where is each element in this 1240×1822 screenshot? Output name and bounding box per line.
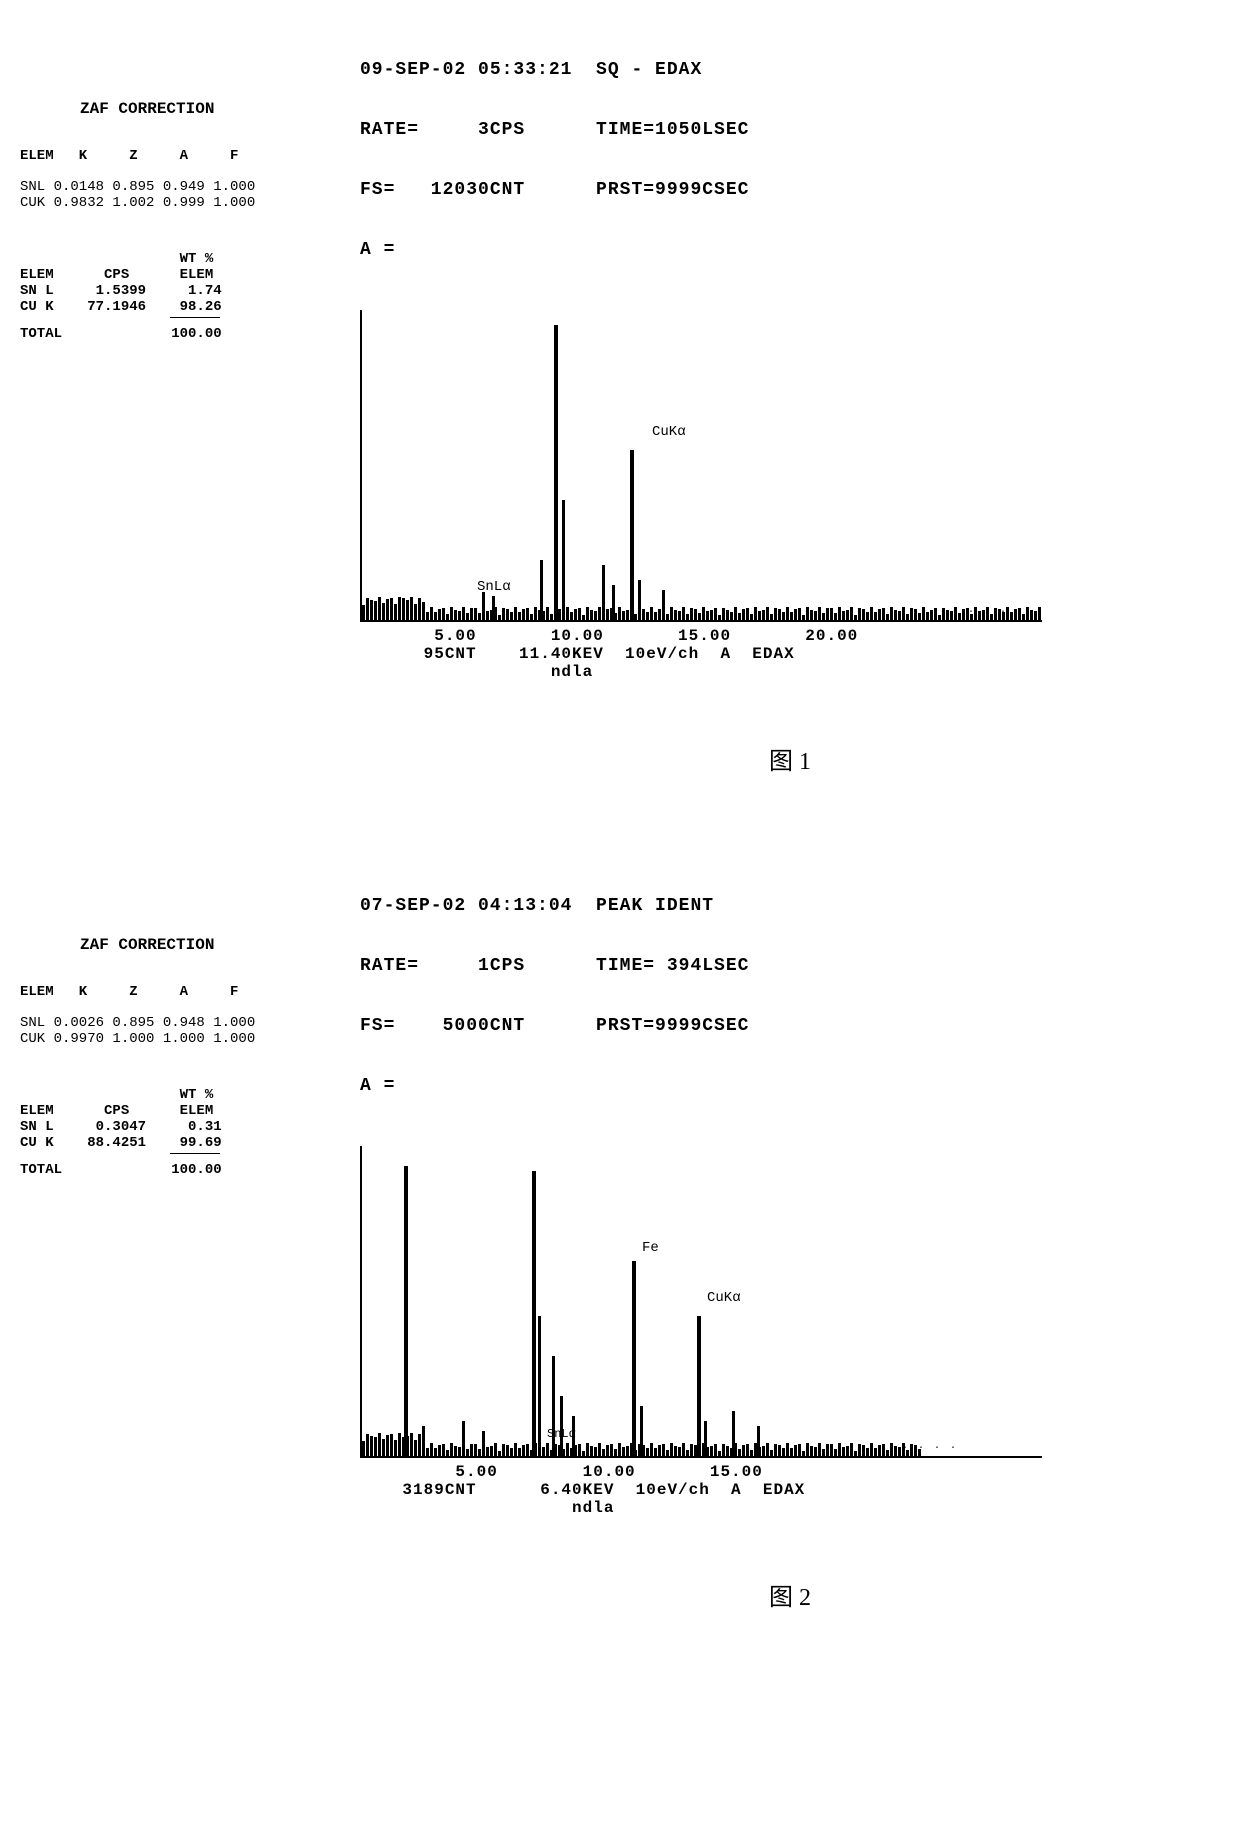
cps-header-1: WT % — [20, 1087, 320, 1103]
cps-row-cuk: CU K 77.1946 98.26 — [20, 299, 320, 315]
figure-2: ZAF CORRECTION ELEM K Z A F SNL 0.0026 0… — [20, 856, 1240, 1517]
figure-1: ZAF CORRECTION ELEM K Z A F SNL 0.0148 0… — [20, 20, 1240, 681]
spectrum-plot: CuKα SnLα · · · · · — [360, 310, 1042, 622]
zaf-row-snl: SNL 0.0148 0.895 0.949 1.000 — [20, 179, 320, 195]
fig1-left-panel: ZAF CORRECTION ELEM K Z A F SNL 0.0148 0… — [20, 20, 360, 342]
zaf-title: ZAF CORRECTION — [20, 100, 320, 118]
cps-total: TOTAL 100.00 — [20, 1162, 320, 1178]
zaf-title: ZAF CORRECTION — [20, 936, 320, 954]
zaf-header: ELEM K Z A F — [20, 148, 320, 164]
header-line-3: FS= 5000CNT PRST=9999CSEC — [360, 1016, 1240, 1036]
header-line-1: 09-SEP-02 05:33:21 SQ - EDAX — [360, 60, 1240, 80]
zaf-row-snl: SNL 0.0026 0.895 0.948 1.000 — [20, 1015, 320, 1031]
axis-sub: ndla — [360, 663, 1240, 681]
cps-row-snl: SN L 1.5399 1.74 — [20, 283, 320, 299]
header-line-2: RATE= 3CPS TIME=1050LSEC — [360, 120, 1240, 140]
header-line-1: 07-SEP-02 04:13:04 PEAK IDENT — [360, 896, 1240, 916]
header-line-4: A = — [360, 1076, 1240, 1096]
cuka-label: CuKα — [652, 424, 686, 440]
axis-info: 3189CNT 6.40KEV 10eV/ch A EDAX — [360, 1481, 1240, 1499]
fig2-right-panel: 07-SEP-02 04:13:04 PEAK IDENT RATE= 1CPS… — [360, 856, 1240, 1517]
zaf-header: ELEM K Z A F — [20, 984, 320, 1000]
spectrum-header: 07-SEP-02 04:13:04 PEAK IDENT RATE= 1CPS… — [360, 856, 1240, 1136]
figure-1-caption: 图 1 — [20, 741, 1240, 776]
zaf-row-cuk: CUK 0.9832 1.002 0.999 1.000 — [20, 195, 320, 211]
axis-info: 95CNT 11.40KEV 10eV/ch A EDAX — [360, 645, 1240, 663]
cps-row-cuk: CU K 88.4251 99.69 — [20, 1135, 320, 1151]
fe-label: Fe — [642, 1240, 659, 1256]
header-line-2: RATE= 1CPS TIME= 394LSEC — [360, 956, 1240, 976]
axis-ticks: 5.00 10.00 15.00 20.00 — [360, 627, 1240, 645]
spectrum-header: 09-SEP-02 05:33:21 SQ - EDAX RATE= 3CPS … — [360, 20, 1240, 300]
cps-header-2: ELEM CPS ELEM — [20, 1103, 320, 1119]
header-line-3: FS= 12030CNT PRST=9999CSEC — [360, 180, 1240, 200]
cuka-label: CuKα — [707, 1290, 741, 1306]
figure-2-caption: 图 2 — [20, 1577, 1240, 1612]
cps-row-snl: SN L 0.3047 0.31 — [20, 1119, 320, 1135]
axis-sub: ndla — [360, 1499, 1240, 1517]
cps-table: WT % ELEM CPS ELEM SN L 0.3047 0.31 CU K… — [20, 1087, 320, 1178]
fig1-right-panel: 09-SEP-02 05:33:21 SQ - EDAX RATE= 3CPS … — [360, 20, 1240, 681]
spectrum-plot: Fe CuKα SnLα · · · · — [360, 1146, 1042, 1458]
axis-ticks: 5.00 10.00 15.00 — [360, 1463, 1240, 1481]
zaf-row-cuk: CUK 0.9970 1.000 1.000 1.000 — [20, 1031, 320, 1047]
zaf-table: ELEM K Z A F SNL 0.0148 0.895 0.949 1.00… — [20, 148, 320, 211]
cps-table: WT % ELEM CPS ELEM SN L 1.5399 1.74 CU K… — [20, 251, 320, 342]
fig2-left-panel: ZAF CORRECTION ELEM K Z A F SNL 0.0026 0… — [20, 856, 360, 1178]
header-line-4: A = — [360, 240, 1240, 260]
divider — [170, 1153, 220, 1154]
cps-total: TOTAL 100.00 — [20, 326, 320, 342]
cps-header-1: WT % — [20, 251, 320, 267]
zaf-table: ELEM K Z A F SNL 0.0026 0.895 0.948 1.00… — [20, 984, 320, 1047]
divider — [170, 317, 220, 318]
cps-header-2: ELEM CPS ELEM — [20, 267, 320, 283]
